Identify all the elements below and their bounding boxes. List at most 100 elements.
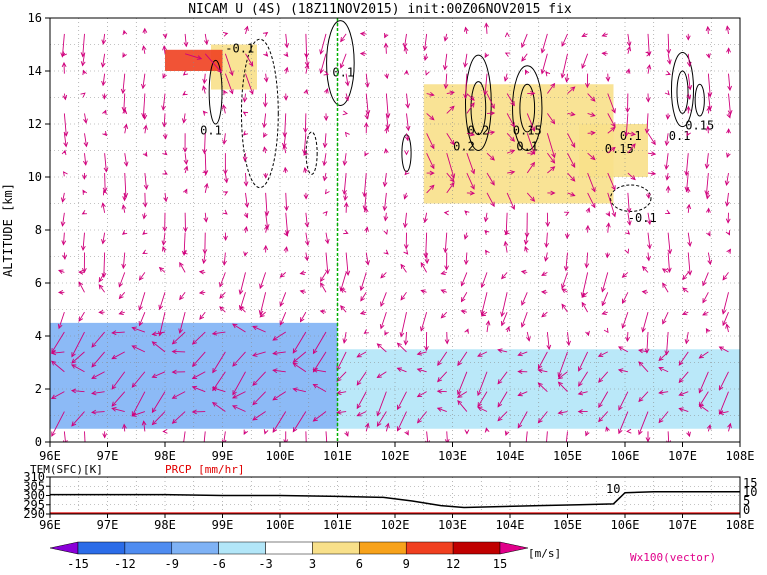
wind-vector <box>581 302 589 313</box>
wind-vector-head <box>464 328 469 334</box>
wind-vector <box>707 126 709 134</box>
wind-vector <box>561 304 568 313</box>
wind-vector <box>587 132 595 134</box>
wind-vector-head <box>284 66 289 73</box>
wind-vector-head <box>91 390 97 396</box>
wind-vector <box>647 152 656 155</box>
wind-vector <box>607 93 616 113</box>
wind-vector-head <box>243 429 249 435</box>
wind-vector-head <box>585 330 590 337</box>
wind-vector-head <box>463 26 469 32</box>
wind-vector <box>272 391 286 401</box>
wind-vector-head <box>726 152 731 159</box>
x-tick-label: 106E <box>611 449 640 463</box>
wind-vector <box>541 33 548 53</box>
wind-vector-head <box>489 110 496 116</box>
wind-vector <box>561 272 568 289</box>
wind-vector <box>647 133 656 145</box>
wind-vector-head <box>303 167 308 173</box>
wind-vector <box>123 93 126 112</box>
wind-vector-head <box>618 428 623 435</box>
wind-vector <box>607 147 616 154</box>
wind-vector-head <box>416 418 422 424</box>
y-axis-label: ALTITUDE [km] <box>1 183 15 277</box>
wind-vector <box>384 172 387 187</box>
wind-vector-head <box>163 196 168 203</box>
wind-vector-head <box>666 59 672 65</box>
wind-vector <box>385 113 389 129</box>
contour-line <box>305 131 318 175</box>
wind-vector-head <box>229 89 234 95</box>
temp-legend-label: TEM(SFC)[K] <box>30 463 103 476</box>
wind-vector-head <box>62 171 68 177</box>
wind-vector-head <box>202 78 208 85</box>
wind-vector-head <box>638 429 643 436</box>
wind-vector <box>340 53 347 68</box>
x-tick-label: 100E <box>266 449 295 463</box>
wind-vector-head <box>161 122 167 128</box>
wind-vector-head <box>509 136 516 142</box>
wind-vector-head <box>621 323 626 329</box>
wind-vector-head <box>324 238 330 245</box>
wind-vector-head <box>183 159 189 166</box>
wind-vector-head <box>292 348 298 354</box>
wind-vector-head <box>211 330 218 336</box>
chart-title: NICAM U (4S) (18Z11NOV2015) init:00Z06NO… <box>188 2 572 17</box>
wind-vector-head <box>191 374 198 380</box>
wind-vector <box>506 149 515 154</box>
wind-vector <box>263 147 267 154</box>
wind-vector <box>212 371 226 391</box>
wind-vector-head <box>244 202 250 208</box>
wind-vector-head <box>563 266 569 272</box>
wind-vector-head <box>118 282 123 288</box>
wind-vector-head <box>618 405 623 411</box>
wind-vector-head <box>537 368 543 374</box>
wind-vector-head <box>151 341 157 347</box>
wind-vector-head <box>303 194 309 200</box>
wind-vector-head <box>403 249 409 255</box>
wind-vector <box>219 272 226 287</box>
wind-vector-head <box>143 124 148 130</box>
wind-vector <box>507 171 515 174</box>
x-tick-label: 96E <box>39 449 61 463</box>
wind-vector <box>504 73 508 82</box>
wind-vector-head <box>102 433 108 439</box>
wind-vector-head <box>403 46 409 52</box>
wind-vector <box>400 312 407 337</box>
wind-vector <box>647 64 651 74</box>
wind-vector-head <box>490 201 495 208</box>
wind-vector <box>587 172 596 192</box>
wind-vector <box>687 232 691 247</box>
wind-vector-head <box>403 244 409 250</box>
wind-vector-head <box>463 259 469 266</box>
wind-vector <box>300 311 307 322</box>
wind-vector <box>538 411 548 423</box>
wind-vector-head <box>727 110 733 116</box>
wind-vector <box>607 113 616 127</box>
wind-vector-head <box>162 428 168 434</box>
wind-vector-head <box>141 113 147 119</box>
wind-vector <box>425 232 428 258</box>
wind-vector <box>437 351 448 366</box>
wind-vector-head <box>102 131 108 137</box>
colorbar-box <box>124 541 173 555</box>
wind-vector-head <box>707 105 713 111</box>
wind-vector <box>726 324 729 333</box>
wind-vector-head <box>622 298 627 304</box>
wind-vector <box>273 369 286 373</box>
wind-vector <box>104 153 107 172</box>
wind-vector <box>726 192 729 206</box>
wind-vector-head <box>404 150 409 156</box>
wind-vector <box>192 386 206 393</box>
wind-vector <box>305 212 308 227</box>
wind-vector-head <box>704 190 710 196</box>
wind-vector-head <box>303 88 309 95</box>
wind-vector-head <box>504 430 510 437</box>
wind-vector <box>305 252 308 261</box>
wind-vector <box>343 172 347 195</box>
wind-vector <box>587 192 596 208</box>
wind-vector <box>91 351 105 368</box>
wind-vector <box>698 371 709 393</box>
wind-vector-head <box>131 326 137 332</box>
